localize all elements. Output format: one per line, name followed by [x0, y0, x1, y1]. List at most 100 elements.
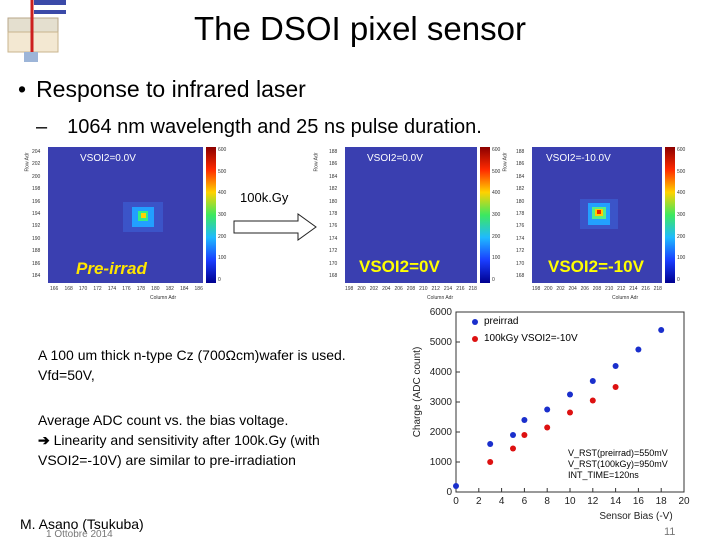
col-tick: 178 [136, 286, 146, 292]
dash-glyph: – [36, 116, 48, 138]
cbar-tick: 600 [218, 147, 227, 153]
row-tick: 184 [516, 173, 525, 180]
x-tick-label: 4 [499, 496, 505, 507]
row-tick: 170 [329, 260, 338, 267]
legend-item-100kgy: 100kGy VSOI2=-10V [472, 333, 578, 344]
heatmap-area [532, 147, 662, 283]
cbar-tick: 500 [677, 168, 686, 175]
col-tick: 204 [568, 286, 577, 292]
panel-header: VSOI2=0.0V [80, 153, 136, 164]
heatmap-panel-100kgy-minus10v: Row Adr 188 186 184 182 180 178 176 174 … [502, 143, 692, 303]
x-tick-label: 12 [587, 496, 599, 507]
legend-marker-blue [472, 318, 478, 325]
data-point-100kgy [521, 432, 528, 438]
column-axis-title: Column Adr [150, 295, 177, 301]
cbar-tick: 500 [492, 168, 501, 175]
scatter-svg: Charge (ADC count) Sensor Bias (-V) 0100… [412, 307, 690, 522]
x-tick-label: 8 [544, 496, 550, 507]
row-tick-labels: 188 186 184 182 180 178 176 174 172 170 … [516, 149, 530, 279]
row-tick: 180 [516, 198, 525, 205]
legend: preirrad 100kGy VSOI2=-10V [472, 316, 578, 344]
logo [4, 0, 74, 70]
cbar-tick: 300 [677, 211, 686, 218]
bias-scatter-chart: Charge (ADC count) Sensor Bias (-V) 0 100… [406, 300, 696, 524]
column-tick-labels: 198 200 202 204 206 208 210 212 214 216 … [532, 286, 662, 292]
bullet-glyph: • [18, 76, 27, 102]
x-tick-label: 6 [522, 496, 528, 507]
row-tick: 176 [329, 223, 338, 230]
adc-line: Average ADC count vs. the bias voltage. [38, 412, 289, 428]
row-tick: 184 [329, 173, 338, 180]
pre-irrad-label-text: Pre-irrad [76, 259, 147, 278]
author: M. Asano (Tsukuba) [20, 516, 144, 532]
col-tick: 176 [122, 286, 131, 292]
x-tick-label: 16 [633, 496, 645, 507]
col-tick: 218 [653, 286, 662, 292]
panel-header: VSOI2=-10.0V [546, 153, 611, 164]
date: 1 Ottobre 2014 [46, 529, 113, 540]
y-tick-label: 6000 [430, 307, 453, 318]
col-tick: 216 [456, 286, 465, 292]
row-tick: 178 [329, 210, 338, 217]
row-tick: 188 [516, 149, 525, 155]
col-tick: 210 [419, 286, 428, 292]
col-tick: 180 [151, 286, 160, 292]
row-tick: 196 [32, 198, 41, 205]
cbar-tick: 100 [492, 255, 501, 262]
color-bar [206, 147, 216, 283]
column-axis-title: Column Adr [612, 295, 639, 301]
data-point-preirrad [487, 441, 494, 447]
cbar-tick: 600 [677, 147, 686, 153]
row-tick: 168 [516, 272, 525, 279]
col-tick: 166 [50, 286, 59, 292]
data-point-100kgy [544, 424, 551, 431]
bullet-point: • Response to infrared laser [18, 76, 306, 103]
cbar-tick: 200 [492, 233, 501, 240]
cbar-tick: 0 [677, 276, 680, 283]
row-tick: 172 [516, 248, 525, 255]
annotation-vrst-100kgy: V_RST(100kGy)=950mV [568, 459, 668, 469]
vsoi2-0v-label: VSOI2=0V [359, 257, 440, 276]
col-tick: 218 [468, 286, 477, 292]
y-tick-label: 3000 [430, 397, 453, 408]
data-point-preirrad [589, 378, 596, 384]
x-tick-label: 18 [656, 496, 668, 507]
x-tick-label: 2 [476, 496, 482, 507]
row-tick: 184 [32, 272, 41, 279]
data-point-100kgy [612, 384, 619, 390]
data-point-preirrad [567, 391, 573, 398]
heatmap-area [48, 147, 203, 283]
col-tick: 198 [532, 286, 541, 292]
col-tick: 216 [641, 286, 650, 292]
slide-title: The DSOI pixel sensor [194, 10, 526, 47]
similarity-line: VSOI2=-10V) are similar to pre-irradiati… [38, 452, 296, 468]
data-point-preirrad [510, 432, 516, 438]
vfd-line: Vfd=50V, [38, 367, 95, 383]
row-tick: 174 [516, 235, 525, 242]
cbar-tick: 100 [218, 255, 227, 262]
row-axis-title: Row Adr [24, 152, 31, 172]
row-tick: 168 [329, 272, 338, 279]
data-point-preirrad [635, 346, 642, 353]
cbar-tick: 0 [218, 276, 221, 283]
col-tick: 202 [556, 286, 565, 292]
row-tick: 192 [32, 223, 41, 230]
row-tick: 172 [329, 248, 338, 255]
col-tick: 214 [629, 286, 638, 292]
cbar-tick: 400 [677, 190, 686, 197]
heatmap-area [345, 147, 477, 283]
col-tick: 210 [604, 286, 614, 292]
col-tick: 170 [78, 286, 88, 292]
row-tick: 174 [329, 235, 338, 242]
cbar-tick: 500 [218, 168, 227, 175]
y-tick-label: 5000 [430, 337, 453, 348]
row-tick: 186 [329, 161, 338, 168]
plot-frame [455, 311, 685, 493]
row-tick: 178 [516, 210, 525, 217]
col-tick: 198 [345, 286, 354, 292]
col-tick: 202 [369, 286, 379, 292]
row-tick: 194 [32, 210, 41, 217]
row-tick: 204 [32, 149, 41, 155]
y-axis-title: Charge (ADC count) [412, 347, 423, 438]
y-tick-label: 2000 [430, 427, 453, 438]
